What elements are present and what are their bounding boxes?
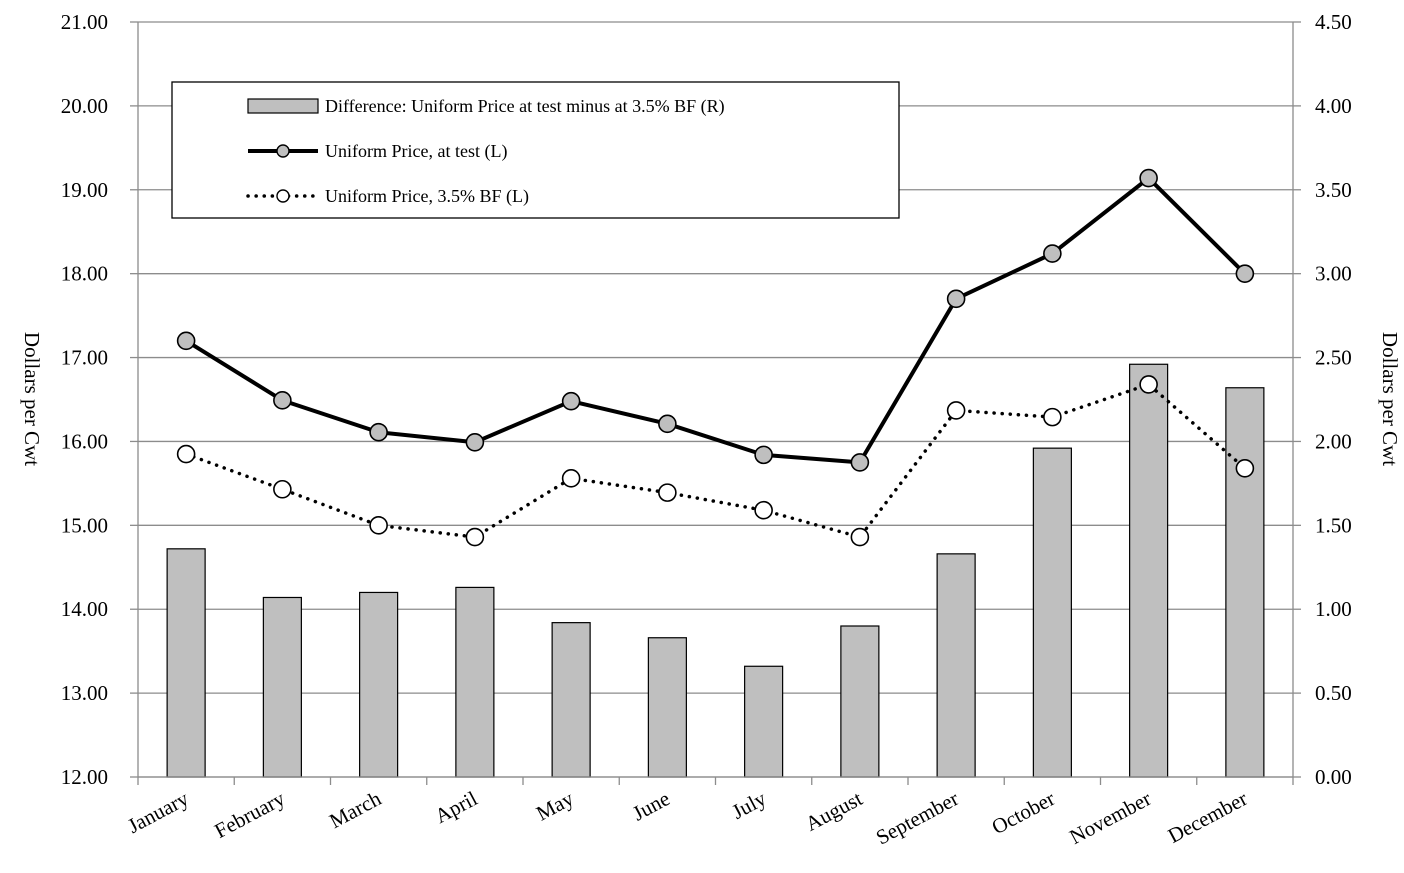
bar-january (166, 548, 206, 778)
y-right-tick-label: 2.00 (1315, 429, 1352, 453)
marker-at-test-may (561, 391, 581, 411)
bar-april (455, 586, 495, 778)
y-right-tick-label: 1.00 (1315, 597, 1352, 621)
x-tick-label-april: April (431, 786, 482, 828)
legend-swatch-marker (276, 144, 290, 158)
x-tick-label-july: July (728, 786, 771, 824)
marker-at-test-february (273, 391, 292, 410)
y-left-tick-label: 15.00 (61, 513, 108, 537)
marker-3-5-bf-april (465, 527, 485, 547)
legend: Difference: Uniform Price at test minus … (171, 81, 900, 219)
x-tick-label-august: August (801, 786, 866, 836)
marker-at-test-july (754, 445, 773, 465)
x-tick-label-september: September (872, 786, 963, 849)
y-left-tick-label: 19.00 (61, 178, 108, 202)
y-right-tick-label: 2.50 (1315, 346, 1352, 370)
marker-3-5-bf-march (369, 516, 388, 535)
line-uniform-price-3-5-bf (184, 382, 1247, 539)
x-tick-label-february: February (211, 786, 290, 843)
y-right-tick-label: 3.00 (1315, 262, 1352, 286)
x-tick-label-january: January (124, 786, 193, 838)
bar-may (551, 622, 591, 778)
bar-august (840, 625, 880, 778)
y-left-tick-label: 14.00 (61, 597, 108, 621)
marker-3-5-bf-july (754, 500, 773, 520)
bar-series (166, 363, 1265, 778)
y-right-tick-label: 4.50 (1315, 10, 1352, 34)
y-left-tick-label: 21.00 (61, 10, 108, 34)
y-left-tick-label: 12.00 (61, 765, 108, 789)
bar-december (1225, 387, 1265, 778)
marker-3-5-bf-may (561, 469, 581, 488)
line-uniform-price-at-test (185, 176, 1247, 465)
marker-at-test-october (1043, 244, 1062, 263)
y-right-tick-label: 0.00 (1315, 765, 1352, 789)
marker-at-test-august (850, 453, 870, 472)
x-tick-label-june: June (628, 786, 673, 825)
y-left-tick-label: 13.00 (61, 681, 108, 705)
bar-february (262, 596, 302, 778)
bar-september (936, 553, 976, 778)
y-right-tick-label: 3.50 (1315, 178, 1352, 202)
bar-june (647, 637, 687, 778)
x-tick-label-december: December (1164, 786, 1251, 848)
bar-march (359, 591, 399, 778)
marker-3-5-bf-october (1043, 407, 1062, 427)
x-tick-label-november: November (1065, 786, 1155, 849)
bar-november (1129, 363, 1169, 778)
marker-at-test-april (465, 432, 485, 452)
y-axis-right-title: Dollars per Cwt (1378, 332, 1402, 466)
marker-3-5-bf-june (658, 483, 677, 502)
bar-july (744, 665, 784, 778)
x-tick-label-march: March (325, 786, 385, 833)
axes (130, 21, 1301, 785)
x-tick-label-may: May (532, 786, 578, 825)
marker-at-test-january (176, 331, 196, 351)
marker-3-5-bf-february (273, 479, 292, 499)
line-series (176, 168, 1255, 547)
x-tick-label-october: October (988, 786, 1059, 839)
y-left-tick-label: 17.00 (61, 346, 108, 370)
y-left-tick-label: 16.00 (61, 429, 108, 453)
legend-label: Uniform Price, 3.5% BF (L) (325, 186, 529, 207)
marker-3-5-bf-august (850, 527, 870, 547)
legend-label: Difference: Uniform Price at test minus … (325, 96, 725, 117)
marker-at-test-november (1139, 168, 1158, 188)
y-right-tick-label: 0.50 (1315, 681, 1352, 705)
marker-3-5-bf-january (176, 444, 196, 464)
legend-swatch-marker (276, 189, 290, 203)
legend-label: Uniform Price, at test (L) (325, 141, 507, 162)
y-right-tick-label: 1.50 (1315, 513, 1352, 537)
marker-3-5-bf-december (1235, 458, 1255, 478)
marker-at-test-march (369, 422, 388, 442)
y-left-tick-label: 18.00 (61, 262, 108, 286)
marker-3-5-bf-november (1139, 375, 1158, 394)
y-left-tick-label: 20.00 (61, 94, 108, 118)
legend-swatch-bar (247, 98, 319, 114)
marker-3-5-bf-september (946, 401, 966, 420)
marker-at-test-december (1235, 264, 1255, 283)
marker-at-test-september (946, 289, 966, 309)
marker-at-test-june (658, 414, 677, 434)
y-axis-left-title: Dollars per Cwt (20, 332, 44, 466)
bar-october (1032, 447, 1072, 778)
y-right-tick-label: 4.00 (1315, 94, 1352, 118)
